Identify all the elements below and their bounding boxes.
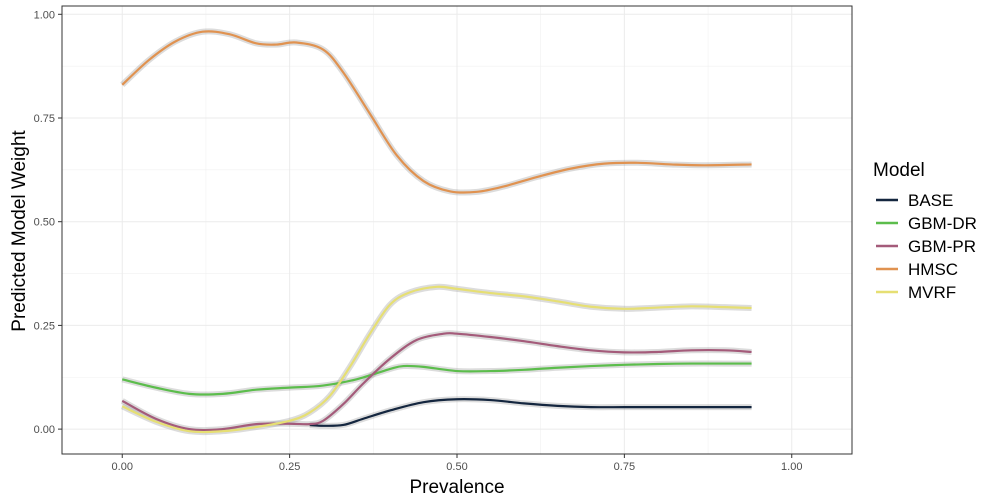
y-tick-label-3: 0.75 xyxy=(34,113,55,125)
legend-item-hmsc: HMSC xyxy=(876,260,958,279)
x-axis-title: Prevalence xyxy=(409,477,504,498)
x-tick-label-1: 0.25 xyxy=(279,461,300,473)
legend-item-base: BASE xyxy=(876,191,953,210)
x-tick-label-0: 0.00 xyxy=(112,461,133,473)
y-tick-label-2: 0.50 xyxy=(34,217,55,229)
x-tick-label-4: 1.00 xyxy=(781,461,802,473)
legend-item-mvrf: MVRF xyxy=(876,283,956,302)
legend-label-gbm-dr: GBM-DR xyxy=(908,214,977,233)
legend-label-mvrf: MVRF xyxy=(908,283,956,302)
legend-item-gbm-dr: GBM-DR xyxy=(876,214,977,233)
y-tick-label-1: 0.25 xyxy=(34,320,55,332)
series-line-base xyxy=(309,398,752,427)
legend-items: BASE GBM-DR GBM-PR HMSC MVRF xyxy=(876,191,977,302)
legend-item-gbm-pr: GBM-PR xyxy=(876,237,976,256)
legend-title: Model xyxy=(873,160,925,181)
y-tick-label-0: 0.00 xyxy=(34,424,55,436)
legend-label-base: BASE xyxy=(908,191,953,210)
series-line-gbm-pr xyxy=(121,332,752,432)
series-line-hmsc xyxy=(121,30,752,194)
series-line-mvrf xyxy=(121,285,752,434)
x-tick-label-2: 0.50 xyxy=(446,461,467,473)
grid xyxy=(62,6,852,454)
legend: Model BASE GBM-DR GBM-PR HMSC MVRF xyxy=(873,160,977,302)
legend-label-gbm-pr: GBM-PR xyxy=(908,237,976,256)
y-tick-label-4: 1.00 xyxy=(34,9,55,21)
x-tick-label-3: 0.75 xyxy=(614,461,635,473)
legend-label-hmsc: HMSC xyxy=(908,260,958,279)
series-line-gbm-dr xyxy=(121,362,752,396)
axis-ticks: 0.00 0.25 0.50 0.75 1.00 0.00 0.25 0.50 0.75 1.00 xyxy=(34,9,803,473)
series-lines xyxy=(121,30,752,434)
y-axis-title: Predicted Model Weight xyxy=(9,130,30,332)
